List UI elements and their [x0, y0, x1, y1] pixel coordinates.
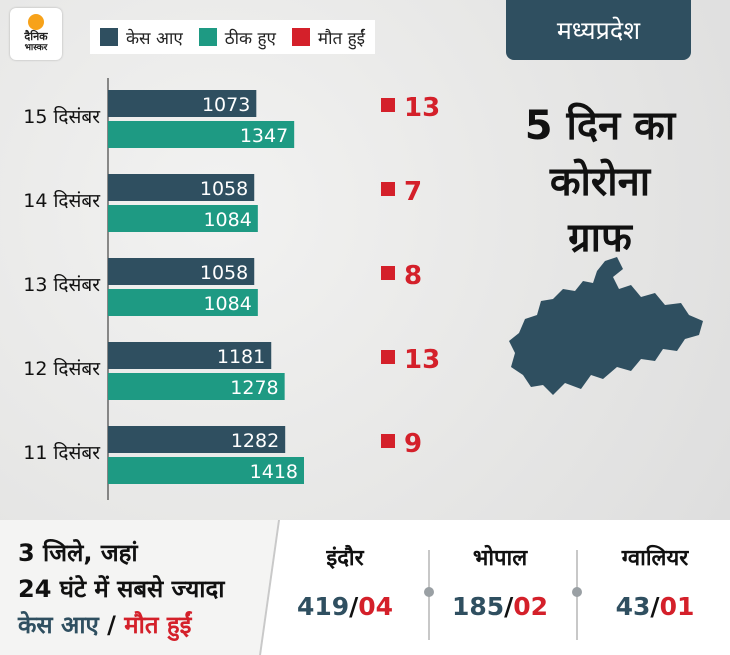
headline-line2: कोरोना	[549, 159, 651, 205]
bar-label-recovered: 1278	[230, 377, 278, 399]
bar-label-recovered: 1084	[203, 293, 251, 315]
city-indore: इंदौर 419/04	[280, 542, 410, 621]
city-sep: /	[504, 592, 514, 621]
headline-line3: ग्राफ	[568, 215, 632, 261]
death-value: 8	[404, 261, 422, 291]
bar-recovered	[108, 373, 285, 400]
bar-cases	[108, 342, 272, 369]
city-name: ग्वालियर	[621, 546, 689, 571]
death-value: 13	[404, 93, 440, 123]
city-deaths: 04	[358, 592, 394, 621]
bar-label-cases: 1073	[202, 94, 250, 116]
divider	[572, 550, 582, 640]
bar-label-recovered: 1347	[240, 125, 288, 147]
city-deaths: 01	[659, 592, 695, 621]
death-marker	[381, 98, 395, 112]
bar-recovered	[108, 205, 258, 232]
death-value: 13	[404, 345, 440, 375]
bar-recovered	[108, 121, 295, 148]
legend-swatch-recovered	[198, 28, 217, 46]
category-label: 12 दिसंबर	[23, 357, 101, 380]
bar-recovered	[108, 289, 258, 316]
legend-label-deaths: मौत हुईं	[317, 28, 365, 49]
dainik-bhaskar-logo: दैनिक भास्कर	[10, 8, 62, 60]
city-name: भोपाल	[472, 546, 528, 571]
legend-deaths: मौत हुईं	[291, 26, 365, 49]
city-values: 419/04	[280, 592, 410, 621]
bar-label-cases: 1058	[200, 262, 248, 284]
category-label: 13 दिसंबर	[23, 273, 101, 296]
city-cases: 43	[615, 592, 651, 621]
summary-line1: 3 जिले, जहां	[18, 539, 138, 567]
city-cases: 185	[451, 592, 505, 621]
legend-swatch-cases	[100, 28, 118, 46]
summary-line3: केस आए / मौत हुईं	[18, 608, 191, 641]
city-gwalior: ग्वालियर 43/01	[590, 542, 720, 621]
city-name: इंदौर	[326, 546, 364, 571]
bar-cases	[108, 90, 257, 117]
bar-label-cases: 1058	[200, 178, 248, 200]
category-label: 11 दिसंबर	[23, 441, 101, 464]
death-value: 7	[404, 177, 422, 207]
divider-dot	[572, 587, 582, 597]
bar-label-recovered: 1418	[250, 461, 298, 483]
summary-deaths-label: मौत हुईं	[124, 611, 192, 639]
city-sep: /	[349, 592, 359, 621]
summary-cases-label: केस आए	[18, 611, 99, 639]
bar-recovered	[108, 457, 304, 484]
bar-label-recovered: 1084	[203, 209, 251, 231]
death-marker	[381, 266, 395, 280]
chart-legend: केस आए ठीक हुए मौत हुईं	[90, 20, 375, 54]
logo-line2: भास्कर	[24, 43, 48, 53]
death-marker	[381, 350, 395, 364]
category-label: 14 दिसंबर	[23, 189, 101, 212]
death-value: 9	[404, 429, 422, 459]
category-label: 15 दिसंबर	[23, 105, 101, 128]
legend-label-recovered: ठीक हुए	[224, 28, 276, 49]
death-marker	[381, 182, 395, 196]
madhya-pradesh-map-icon	[509, 257, 703, 395]
sun-icon	[28, 14, 44, 30]
bar-cases	[108, 258, 255, 285]
city-sep: /	[650, 592, 660, 621]
divider-dot	[424, 587, 434, 597]
bar-label-cases: 1181	[217, 346, 265, 368]
headline-line1: 5 दिन का	[524, 103, 676, 149]
city-deaths: 02	[513, 592, 549, 621]
legend-swatch-deaths	[291, 28, 310, 46]
bottom-summary: 3 जिले, जहां 24 घंटे में सबसे ज्यादा केस…	[0, 520, 290, 655]
death-marker	[381, 434, 395, 448]
legend-cases: केस आए	[100, 26, 183, 49]
bar-cases	[108, 174, 255, 201]
city-values: 43/01	[590, 592, 720, 621]
city-cases: 419	[296, 592, 350, 621]
bottom-panel: 3 जिले, जहां 24 घंटे में सबसे ज्यादा केस…	[0, 520, 730, 655]
logo-line1: दैनिक	[24, 30, 48, 43]
divider	[424, 550, 434, 640]
legend-recovered: ठीक हुए	[198, 26, 276, 49]
bar-cases	[108, 426, 286, 453]
bar-label-cases: 1282	[231, 430, 279, 452]
city-values: 185/02	[435, 592, 565, 621]
state-label: मध्यप्रदेश	[506, 0, 691, 60]
summary-line2: 24 घंटे में सबसे ज्यादा	[18, 575, 225, 603]
legend-label-cases: केस आए	[126, 28, 183, 49]
summary-separator: /	[98, 611, 125, 639]
headline: 5 दिन का कोरोना ग्राफ	[520, 98, 680, 266]
corona-bar-chart: 15 दिसंबर 1073 1347 13 14 दिसंबर 1058 1084 7 13 …	[23, 78, 440, 500]
city-bhopal: भोपाल 185/02	[435, 542, 565, 621]
